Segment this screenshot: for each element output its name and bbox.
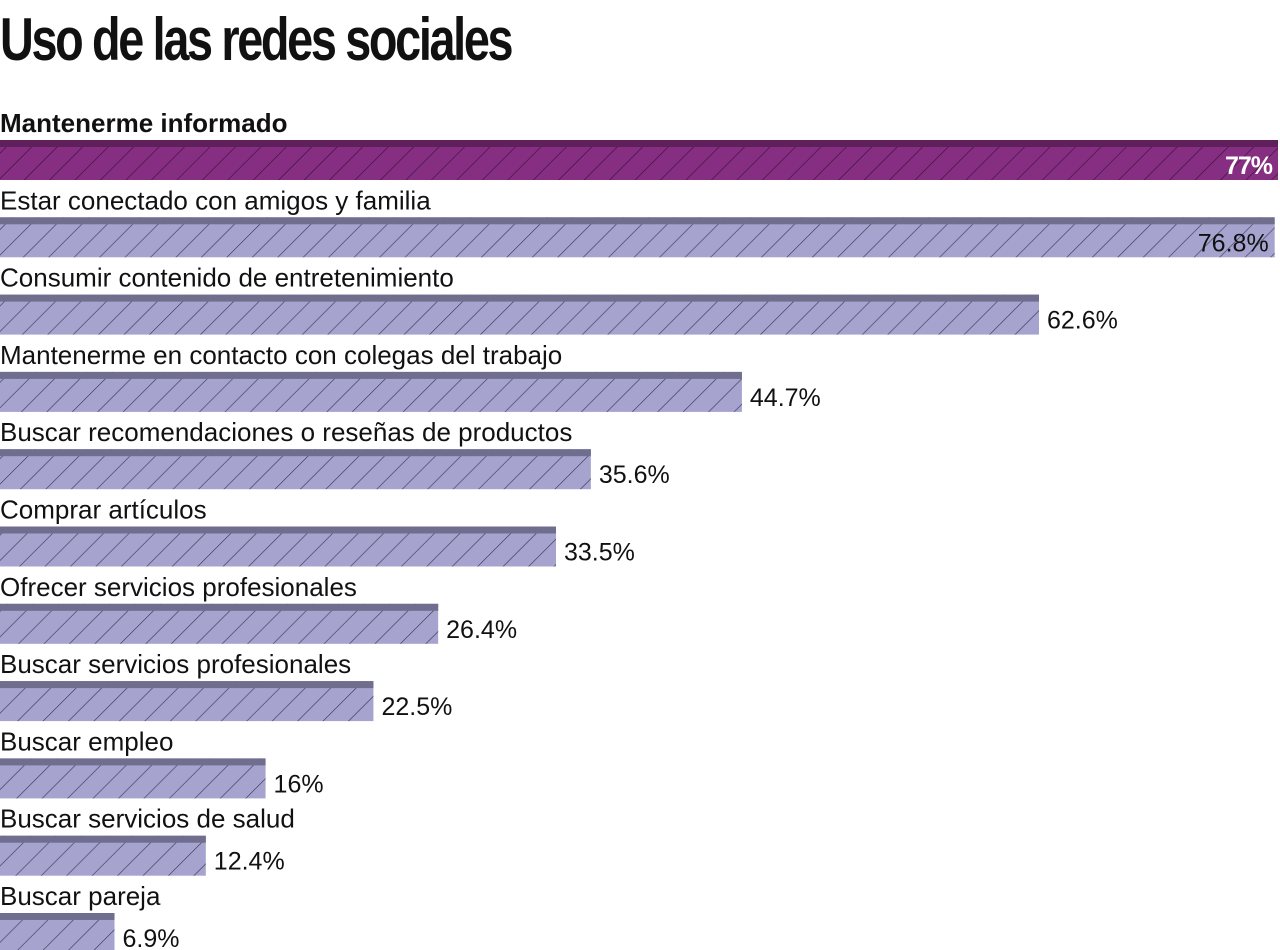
category-label: Ofrecer servicios profesionales — [0, 572, 357, 602]
category-label: Comprar artículos — [0, 495, 207, 525]
bars-group: Mantenerme informado 77% Estar conectado c… — [0, 108, 1278, 950]
value-label: 35.6% — [599, 461, 670, 489]
category-label: Consumir contenido de entretenimiento — [0, 263, 454, 293]
bar-top-edge — [0, 913, 115, 920]
bar-top-edge — [0, 449, 591, 457]
category-label: Mantenerme informado — [0, 108, 288, 138]
bar-top-edge — [0, 603, 439, 611]
chart-title: Uso de las redes sociales — [0, 6, 514, 73]
bar-top-edge — [0, 835, 206, 843]
bar-top-edge — [0, 140, 1278, 147]
category-label: Buscar pareja — [0, 881, 161, 911]
value-label: 44.7% — [750, 384, 821, 412]
bar-top-edge — [0, 371, 742, 379]
value-label: 16% — [274, 770, 324, 798]
category-label: Buscar servicios profesionales — [0, 649, 351, 679]
category-label: Buscar empleo — [0, 726, 173, 756]
value-label: 62.6% — [1047, 307, 1118, 335]
value-label: 33.5% — [564, 539, 635, 567]
bar-top-edge — [0, 526, 557, 534]
bar-top-edge — [0, 294, 1039, 302]
bar-top-edge — [0, 217, 1275, 225]
value-label: 6.9% — [123, 925, 180, 950]
value-label: 26.4% — [446, 616, 517, 644]
value-label: 77% — [1225, 152, 1273, 180]
category-label: Buscar recomendaciones o reseñas de prod… — [0, 417, 572, 447]
category-label: Estar conectado con amigos y familia — [0, 185, 431, 215]
value-label: 22.5% — [381, 693, 452, 721]
bar-top-edge — [0, 758, 266, 766]
category-label: Mantenerme en contacto con colegas del t… — [0, 340, 562, 370]
value-label: 76.8% — [1198, 229, 1269, 257]
value-label: 12.4% — [214, 848, 285, 876]
bar-top-edge — [0, 681, 374, 689]
category-label: Buscar servicios de salud — [0, 804, 295, 834]
